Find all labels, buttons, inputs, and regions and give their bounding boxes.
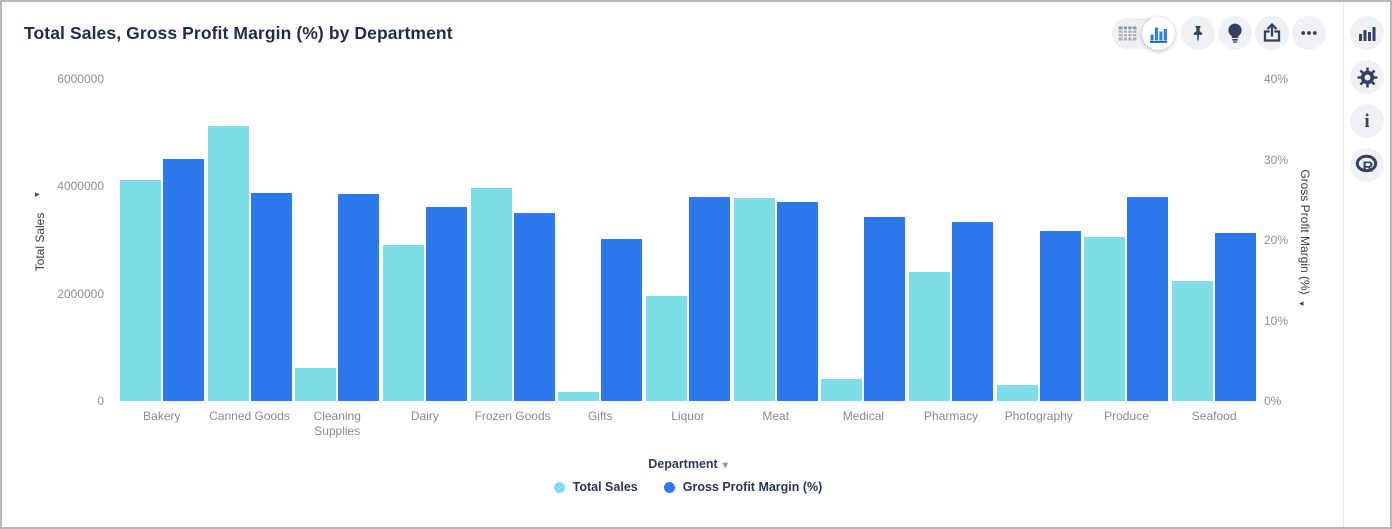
chevron-down-icon: ▾	[722, 460, 728, 471]
x-axis-label: Medical	[842, 409, 885, 423]
bar-total-sales-photography[interactable]	[996, 385, 1038, 401]
r-logo-icon: R	[1355, 154, 1377, 176]
bar-chart-glyph	[1150, 27, 1167, 43]
bar-gross-profit-margin-dairy[interactable]	[425, 207, 467, 401]
chart-plot-area	[118, 79, 1258, 401]
y-axis-left-tick: 6000000	[57, 72, 104, 86]
x-axis-label: Frozen Goods	[474, 409, 551, 423]
x-axis-label: Produce	[1104, 409, 1149, 423]
export-icon	[1263, 22, 1281, 42]
svg-text:R: R	[1362, 159, 1373, 176]
bar-gross-profit-margin-gifts[interactable]	[601, 239, 643, 401]
pin-icon	[1193, 25, 1203, 42]
bar-total-sales-liquor[interactable]	[646, 296, 687, 401]
more-options-button[interactable]	[1292, 16, 1326, 50]
pin-button[interactable]	[1181, 16, 1215, 50]
lightbulb-button[interactable]	[1218, 16, 1252, 50]
y-axis-left-tick: 4000000	[57, 179, 104, 194]
bar-total-sales-dairy[interactable]	[382, 245, 424, 401]
lightbulb-icon	[1228, 23, 1242, 43]
bar-total-sales-bakery[interactable]	[119, 180, 161, 401]
settings-button[interactable]	[1350, 60, 1384, 94]
y-axis-left-tick: 2000000	[57, 286, 104, 301]
bar-gross-profit-margin-photography[interactable]	[1039, 231, 1081, 401]
sort-arrow-icon: ▸	[35, 189, 40, 199]
y-axis-title-right: Gross Profit Margin (%)	[1298, 169, 1312, 295]
bar-total-sales-meat[interactable]	[733, 198, 775, 401]
sort-arrow-icon: ◂	[1299, 298, 1304, 308]
bar-total-sales-frozen-goods[interactable]	[470, 188, 512, 401]
table-view-icon[interactable]	[1112, 26, 1143, 41]
bar-chart-icon	[1359, 27, 1376, 41]
bar-gross-profit-margin-cleaning-supplies[interactable]	[338, 194, 380, 401]
widget-side-strip: i R	[1343, 2, 1390, 527]
x-axis-label: Seafood	[1191, 409, 1237, 423]
y-axis-right-tick: 40%	[1264, 72, 1289, 86]
x-axis-label: Gifts	[587, 409, 613, 423]
chart-type-button[interactable]	[1350, 16, 1384, 50]
x-axis-label: Photography	[1004, 409, 1073, 423]
bar-gross-profit-margin-liquor[interactable]	[689, 197, 730, 401]
legend-dot-gross-profit-margin	[663, 481, 675, 493]
x-axis-title[interactable]: Department ▾	[118, 457, 1258, 471]
bar-total-sales-pharmacy[interactable]	[909, 272, 951, 401]
view-toggle	[1112, 16, 1175, 50]
legend-label: Total Sales	[572, 480, 638, 494]
chart-legend: Total Sales Gross Profit Margin (%)	[118, 480, 1258, 494]
ellipsis-icon	[1301, 31, 1317, 35]
y-axis-title-left: Total Sales	[33, 212, 47, 272]
bar-total-sales-medical[interactable]	[821, 379, 863, 401]
x-axis-label: Cleaning Supplies	[313, 409, 361, 438]
x-axis-title-label: Department	[648, 457, 718, 471]
bar-gross-profit-margin-medical[interactable]	[864, 217, 906, 401]
y-axis-right-tick: 10%	[1264, 313, 1289, 328]
legend-dot-total-sales	[553, 481, 565, 493]
x-axis-label: Meat	[762, 409, 790, 423]
bar-total-sales-canned-goods[interactable]	[207, 126, 249, 401]
widget-title: Total Sales, Gross Profit Margin (%) by …	[24, 23, 453, 43]
y-axis-right-tick: 0%	[1264, 394, 1282, 408]
r-script-button[interactable]: R	[1350, 148, 1384, 182]
table-grid-glyph	[1118, 26, 1137, 40]
legend-label: Gross Profit Margin (%)	[682, 480, 823, 494]
legend-item-total-sales[interactable]: Total Sales	[553, 480, 638, 494]
legend-item-gross-profit-margin[interactable]: Gross Profit Margin (%)	[663, 480, 823, 494]
bar-chart-view-icon[interactable]	[1142, 16, 1175, 50]
y-axis-left-tick: 0	[97, 394, 104, 408]
info-button[interactable]: i	[1350, 104, 1384, 138]
bar-total-sales-produce[interactable]	[1084, 237, 1126, 401]
bar-total-sales-gifts[interactable]	[558, 392, 600, 401]
bar-gross-profit-margin-meat[interactable]	[776, 202, 818, 401]
bar-gross-profit-margin-pharmacy[interactable]	[952, 222, 994, 401]
bar-gross-profit-margin-frozen-goods[interactable]	[513, 213, 555, 401]
bar-gross-profit-margin-canned-goods[interactable]	[250, 193, 292, 401]
x-axis-label: Canned Goods	[209, 409, 290, 423]
settings-gear-icon	[1357, 67, 1377, 87]
y-axis-right-tick: 20%	[1264, 233, 1289, 247]
export-button[interactable]	[1255, 16, 1289, 50]
y-axis-right-tick: 30%	[1264, 152, 1289, 167]
bar-gross-profit-margin-bakery[interactable]	[162, 159, 204, 401]
x-axis-label: Liquor	[671, 409, 705, 423]
x-axis-label: Pharmacy	[924, 409, 979, 423]
widget-toolbar	[1112, 16, 1326, 50]
bar-total-sales-seafood[interactable]	[1172, 281, 1214, 401]
info-icon: i	[1364, 110, 1370, 132]
bar-gross-profit-margin-seafood[interactable]	[1215, 233, 1257, 401]
x-axis-label: Bakery	[143, 409, 181, 423]
bar-total-sales-cleaning-supplies[interactable]	[295, 368, 337, 401]
x-axis-label: Dairy	[410, 409, 439, 423]
bar-gross-profit-margin-produce[interactable]	[1127, 197, 1169, 401]
